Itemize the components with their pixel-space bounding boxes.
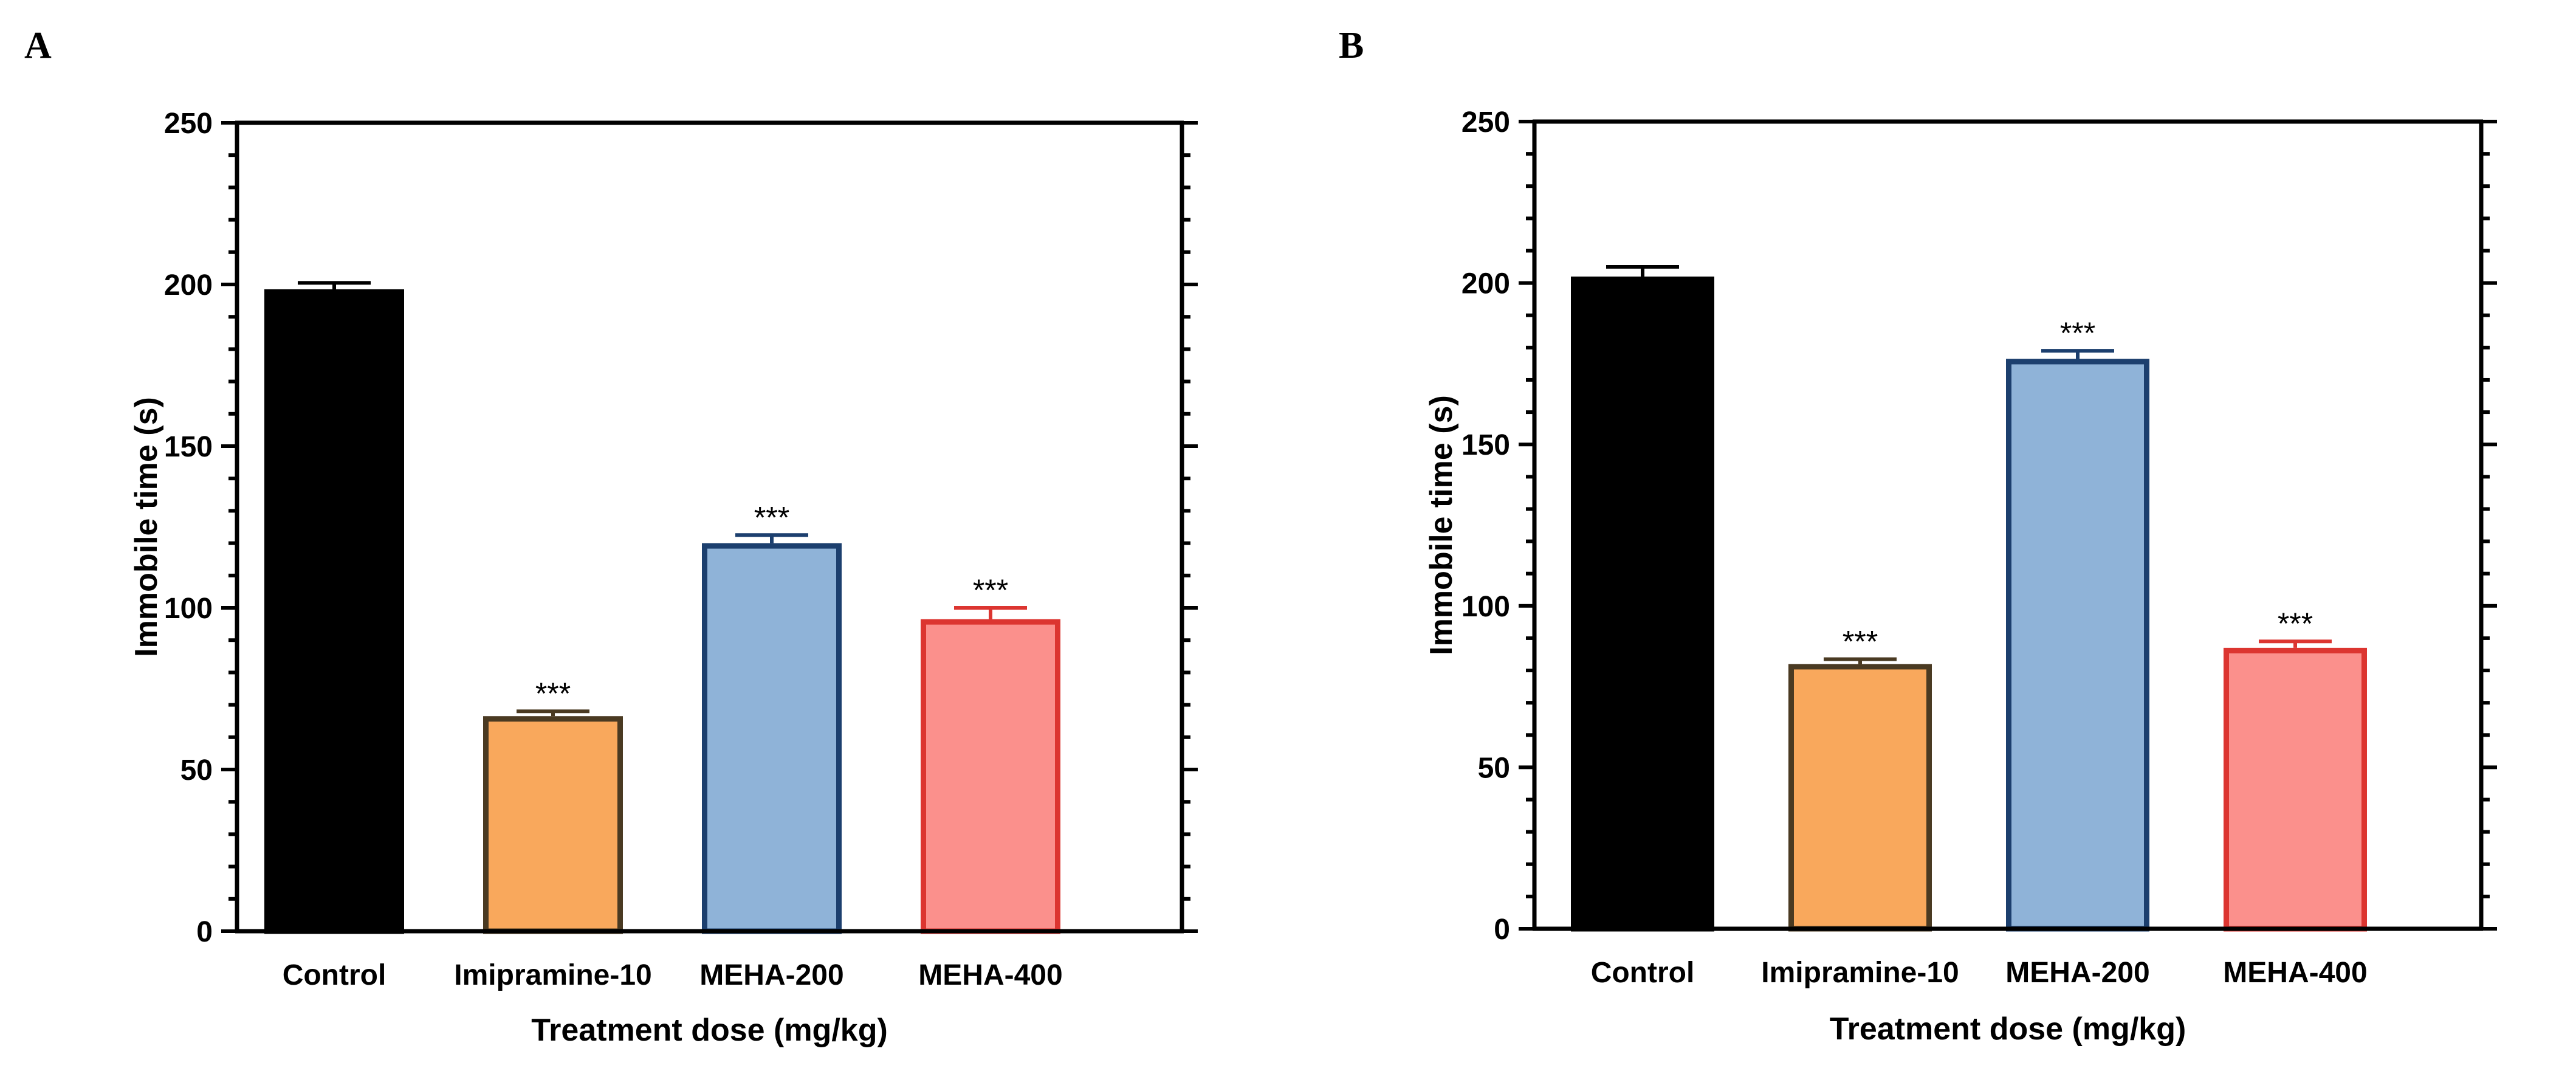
panel-a-bars [264,289,1060,934]
panel-a-y-ticks: 0 50 100 150 200 250 [164,108,1198,948]
panel-a-y-tick-label: 150 [164,431,213,463]
panel-b-bars [1571,276,2367,932]
panel-b-significance-imipramine-10: *** [1843,624,1878,658]
panel-a-y-tick-label: 0 [196,916,213,948]
panel-a-x-tick-labels: Control Imipramine-10 MEHA-200 MEHA-400 [283,959,1063,991]
panel-a-bar-control [264,289,404,934]
panel-a-y-tick-label: 200 [164,269,213,301]
panel-b: B *** *** *** 0 50 100 150 200 250 Control Imipr… [1339,25,2497,1047]
panel-b-bar-control [1571,276,1714,932]
panel-b-significance-labels: *** *** *** [1843,316,2313,658]
panel-a-error-bars [298,281,1027,717]
panel-b-y-tick-label: 200 [1461,268,1510,300]
panel-b-y-axis-title: Immobile time (s) [1424,395,1459,655]
panel-a-significance-meha-200: *** [754,500,789,534]
panel-b-x-axis-title: Treatment dose (mg/kg) [1830,1011,2186,1047]
panel-a-x-tick-label: MEHA-400 [918,959,1062,991]
panel-a-significance-meha-400: *** [973,573,1008,607]
panel-b-x-tick-label: MEHA-200 [2005,957,2149,989]
panel-a-bar-meha-200 [702,543,842,934]
panel-b-y-tick-label: 50 [1478,752,1510,784]
panel-b-x-tick-label: MEHA-400 [2223,957,2367,989]
panel-b-x-tick-label: Control [1591,957,1695,989]
panel-b-y-tick-label: 250 [1461,106,1510,139]
panel-a-x-tick-label: MEHA-200 [699,959,843,991]
panel-a-x-tick-label: Control [283,959,386,991]
panel-b-y-tick-label: 150 [1461,429,1510,461]
panel-a-label: A [24,25,52,66]
panel-b-error-bars [1606,265,2332,664]
panel-a-bar-imipramine-10 [483,716,623,934]
panel-a-y-tick-label: 250 [164,108,213,140]
panel-b-bar-imipramine-10 [1788,664,1932,932]
panel-b-bar-meha-200 [2006,359,2149,932]
panel-a: A *** *** *** 0 50 100 150 200 250 Control Imipr… [24,25,1198,1048]
panel-b-y-tick-label: 0 [1494,914,1510,946]
panel-b-significance-meha-400: *** [2278,607,2313,641]
panel-a-y-axis-title: Immobile time (s) [129,397,164,657]
panel-a-y-tick-label: 50 [180,754,213,787]
panel-a-x-tick-label: Imipramine-10 [454,959,651,991]
panel-a-significance-labels: *** *** *** [535,500,1008,711]
panel-a-bar-meha-400 [921,619,1060,934]
panel-a-y-tick-label: 100 [164,593,213,625]
panel-b-x-tick-labels: Control Imipramine-10 MEHA-200 MEHA-400 [1591,957,2368,989]
panel-b-x-tick-label: Imipramine-10 [1761,957,1959,989]
panel-b-bar-meha-400 [2224,647,2367,932]
panel-a-significance-imipramine-10: *** [535,677,571,711]
panel-b-y-ticks: 0 50 100 150 200 250 [1461,106,2497,946]
panel-b-y-tick-label: 100 [1461,591,1510,623]
panel-b-significance-meha-200: *** [2060,316,2095,350]
panel-b-label: B [1339,25,1364,66]
panel-a-x-axis-title: Treatment dose (mg/kg) [531,1013,888,1048]
